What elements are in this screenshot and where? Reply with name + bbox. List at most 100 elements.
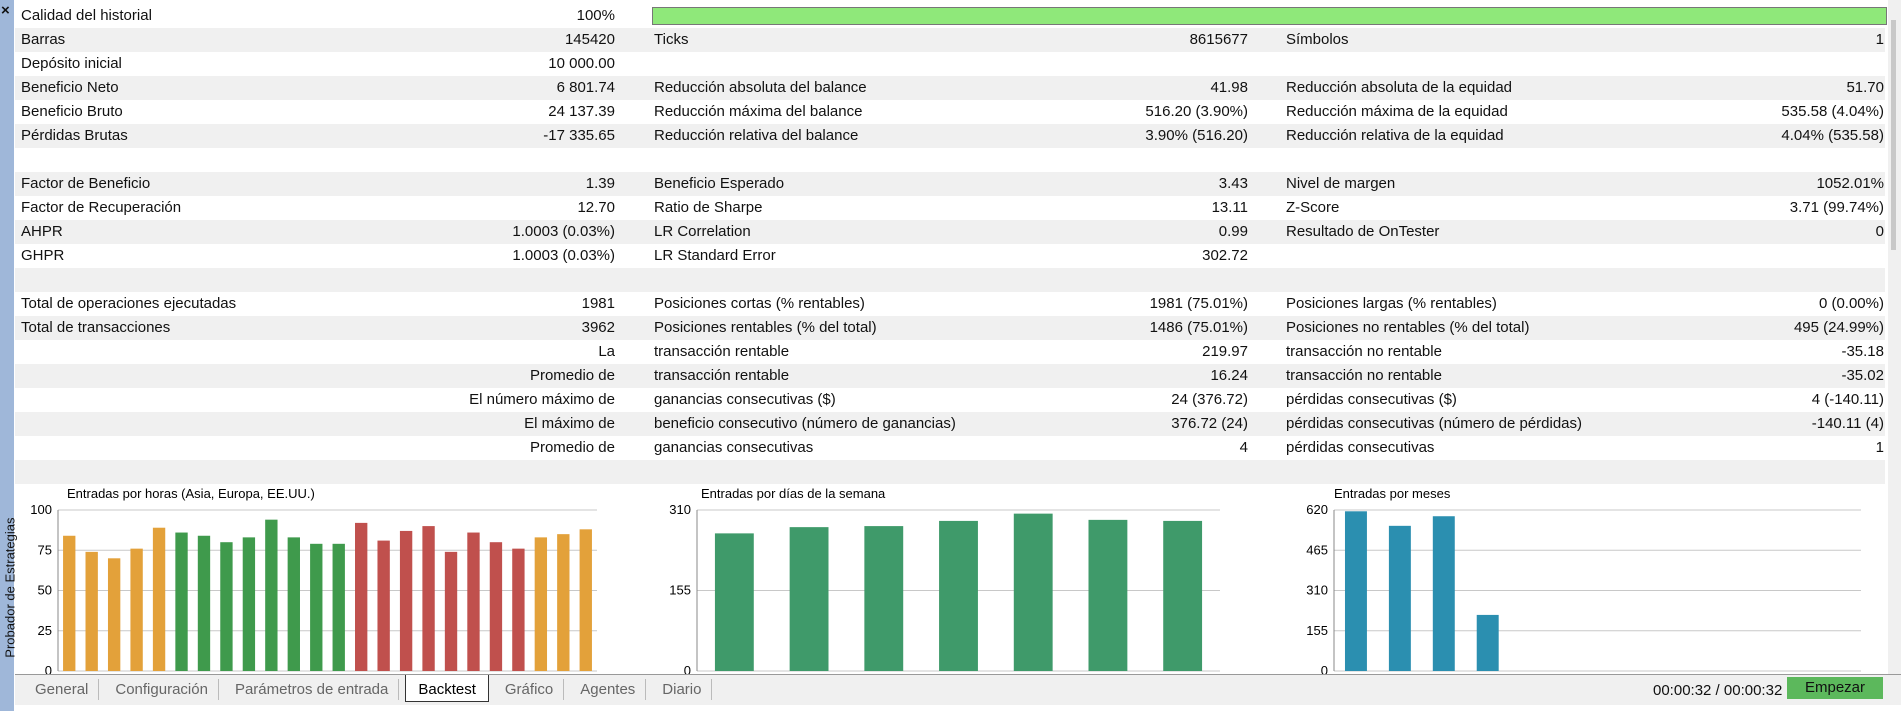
cell-label: Factor de Beneficio [21, 175, 151, 192]
tab[interactable]: Diario [652, 679, 713, 700]
cell-value: 41.98 [1210, 79, 1248, 96]
chart-title: Entradas por horas (Asia, Europa, EE.UU.… [67, 486, 315, 501]
cell-value: 8615677 [1189, 31, 1248, 48]
bar [107, 558, 121, 671]
bar [422, 526, 435, 671]
cell-value: 12.70 [577, 199, 615, 216]
cell-value: El número máximo de [469, 391, 615, 408]
cell-value: 10 000.00 [548, 55, 615, 72]
bar [579, 529, 592, 671]
table-row [15, 460, 1885, 484]
bar [1344, 511, 1367, 671]
bar [265, 519, 278, 671]
bar [864, 526, 904, 671]
table-row: Beneficio Bruto 24 137.39 Reducción máxima… [15, 100, 1885, 124]
cell-label: LR Standard Error [654, 247, 776, 264]
cell-value: 3962 [581, 319, 615, 336]
tab[interactable]: Backtest [405, 675, 489, 702]
cell-value: 4 [1239, 439, 1248, 456]
cell-value: 16.24 [1210, 367, 1248, 384]
y-tick-label: 50 [38, 583, 52, 598]
cell-value: Promedio de [529, 367, 615, 384]
close-button[interactable]: × [1, 2, 10, 19]
cell-label: Resultado de OnTester [1286, 223, 1440, 240]
start-button[interactable]: Empezar [1787, 677, 1883, 699]
tab[interactable]: Parámetros de entrada [225, 679, 400, 700]
y-tick-label: 155 [669, 583, 691, 598]
cell-label: transacción no rentable [1286, 367, 1442, 384]
y-tick-label: 310 [669, 502, 691, 517]
table-row: Depósito inicial 10 000.00 [15, 52, 1885, 76]
bar [175, 532, 188, 671]
cell-value: 219.97 [1202, 343, 1248, 360]
cell-label: Ratio de Sharpe [654, 199, 763, 216]
cell-value: -17 335.65 [543, 127, 615, 144]
cell-label: Reducción relativa de la equidad [1286, 127, 1504, 144]
cell-value: 1981 (75.01%) [1149, 295, 1248, 312]
tab[interactable]: Agentes [570, 679, 647, 700]
cell-label: Calidad del historial [21, 7, 152, 24]
bar [1432, 516, 1455, 671]
cell-value: 3.43 [1218, 175, 1248, 192]
cell-label: Pérdidas Brutas [21, 127, 128, 144]
table-row: Barras 145420 Ticks 8615677 Símbolos 1 [15, 28, 1885, 52]
tab[interactable]: Gráfico [495, 679, 565, 700]
timer: 00:00:32 / 00:00:32 [1653, 682, 1783, 699]
bar [1088, 519, 1128, 671]
quality-bar [653, 8, 1886, 24]
bar [1163, 520, 1203, 671]
cell-value: 1052.01% [1816, 175, 1884, 192]
y-tick-label: 155 [1306, 623, 1328, 638]
cell-label: Beneficio Esperado [654, 175, 785, 192]
cell-value: 6 801.74 [556, 79, 615, 96]
cell-label: Reducción máxima del balance [654, 103, 863, 120]
bar [489, 542, 503, 671]
tab[interactable]: Configuración [105, 679, 219, 700]
y-tick-label: 465 [1306, 542, 1328, 557]
bar [512, 548, 525, 671]
cell-value: 24 137.39 [548, 103, 615, 120]
cell-label: Ticks [654, 31, 689, 48]
cell-value: 0 (0.00%) [1818, 295, 1884, 312]
cell-label: Reducción relativa del balance [654, 127, 859, 144]
cell-value: 1.39 [585, 175, 615, 192]
bar [399, 530, 413, 671]
chart-title: Entradas por días de la semana [701, 486, 886, 501]
cell-label: Barras [21, 31, 66, 48]
cell-value: 3.71 (99.74%) [1789, 199, 1884, 216]
cell-value: 1486 (75.01%) [1149, 319, 1248, 336]
bar [467, 532, 480, 671]
cell-label: Símbolos [1286, 31, 1349, 48]
cell-label: Posiciones rentables (% del total) [654, 319, 877, 336]
bar [1013, 513, 1053, 671]
cell-value: 4 (-140.11) [1811, 391, 1884, 408]
table-row: Beneficio Neto 6 801.74 Reducción absoluta… [15, 76, 1885, 100]
table-row: GHPR 1.0003 (0.03%) LR Standard Error 302.7… [15, 244, 1885, 268]
cell-value: 3.90% (516.20) [1145, 127, 1248, 144]
cell-value: Promedio de [529, 439, 615, 456]
cell-label: pérdidas consecutivas [1286, 439, 1435, 456]
bar [287, 537, 300, 671]
cell-label: transacción rentable [654, 343, 790, 360]
bar [220, 542, 233, 671]
bar [130, 548, 143, 671]
sidebar [0, 0, 14, 711]
cell-value: 495 (24.99%) [1793, 319, 1884, 336]
y-tick-label: 25 [38, 623, 52, 638]
cell-label: Nivel de margen [1286, 175, 1396, 192]
tab[interactable]: General [25, 679, 100, 700]
cell-label: pérdidas consecutivas (número de pérdida… [1286, 415, 1582, 432]
cell-value: 145420 [564, 31, 615, 48]
cell-value: 1 [1875, 31, 1884, 48]
y-tick-label: 0 [45, 663, 52, 674]
cell-value: -35.18 [1841, 343, 1884, 360]
cell-value: 516.20 (3.90%) [1145, 103, 1248, 120]
charts: Entradas por horas (Asia, Europa, EE.UU.… [30, 486, 1861, 674]
cell-label: Posiciones largas (% rentables) [1286, 295, 1497, 312]
table-row: Pérdidas Brutas -17 335.65 Reducción relat… [15, 124, 1885, 148]
y-tick-label: 0 [1321, 663, 1328, 674]
bar [1388, 525, 1411, 671]
cell-value: 1.0003 (0.03%) [512, 223, 615, 240]
table-row: Promedio de transacción rentable 16.24 tran… [15, 364, 1885, 388]
